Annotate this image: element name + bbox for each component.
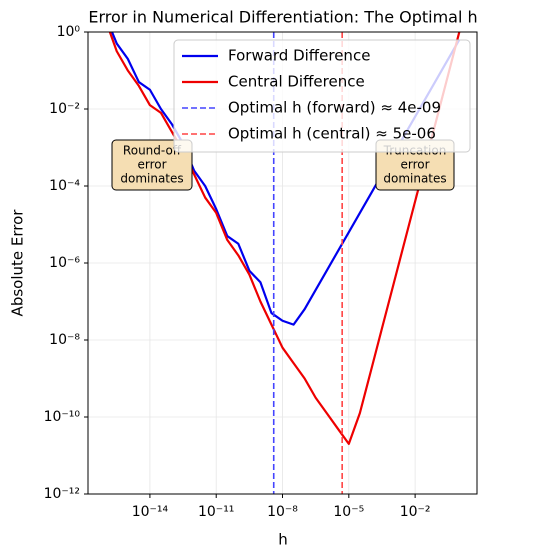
chart-title: Error in Numerical Differentiation: The … <box>88 8 477 27</box>
y-axis-label: Absolute Error <box>9 209 27 317</box>
annotation-box <box>111 139 193 191</box>
x-tick-label: 10⁻¹¹ <box>198 504 234 520</box>
annotation-text: error <box>137 158 166 172</box>
legend-box <box>173 39 471 153</box>
y-tick-label: 10⁻⁴ <box>49 178 80 194</box>
legend-label: Optimal h (central) ≈ 5e-06 <box>228 125 436 143</box>
y-tick-label: 10⁻¹⁰ <box>44 409 81 425</box>
x-tick-label: 10⁻⁸ <box>267 504 298 520</box>
axes-frame <box>87 31 478 495</box>
y-tick-label: 10⁰ <box>57 24 81 40</box>
annotation-text: dominates <box>383 172 446 186</box>
annotation-text: Round-off <box>123 144 182 158</box>
y-tick-label: 10⁻⁶ <box>49 255 80 271</box>
annotation-text: dominates <box>120 172 183 186</box>
annotation-text: error <box>400 158 429 172</box>
x-tick-label: 10⁻¹⁴ <box>132 504 169 520</box>
legend-label: Central Difference <box>228 73 365 91</box>
data-line <box>108 32 461 446</box>
legend-label: Optimal h (forward) ≈ 4e-09 <box>228 99 441 117</box>
y-tick-label: 10⁻² <box>49 101 80 117</box>
x-tick-label: 10⁻⁵ <box>333 504 364 520</box>
x-tick-label: 10⁻² <box>400 504 431 520</box>
legend-label: Forward Difference <box>228 47 370 65</box>
y-tick-label: 10⁻¹² <box>44 486 80 502</box>
y-tick-label: 10⁻⁸ <box>49 332 80 348</box>
x-axis-label: h <box>278 531 288 549</box>
